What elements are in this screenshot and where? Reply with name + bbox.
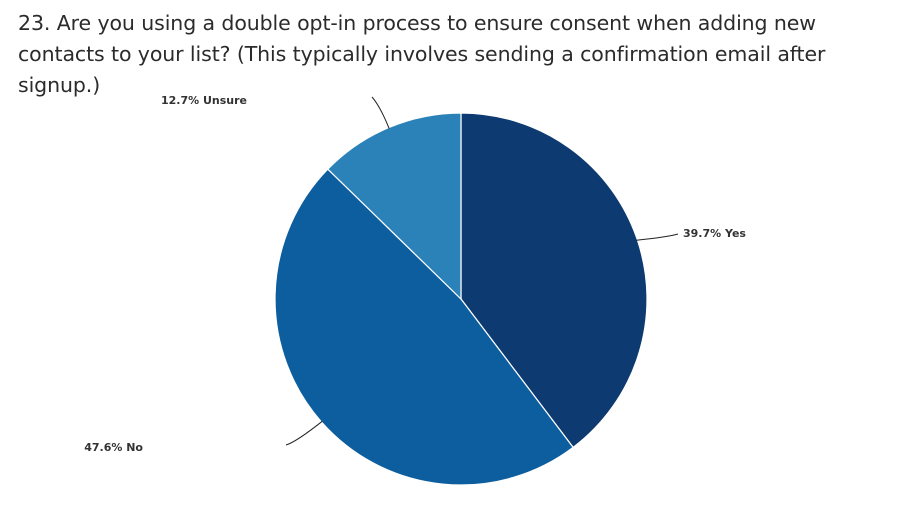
slice-label-no: 47.6% No [84, 441, 143, 454]
leader-line-yes [636, 233, 679, 241]
leader-line-no [285, 420, 323, 446]
slice-label-unsure: 12.7% Unsure [161, 94, 247, 107]
question-title: 23. Are you using a double opt-in proces… [18, 11, 826, 97]
leader-line-unsure [371, 96, 390, 129]
slice-label-yes: 39.7% Yes [683, 227, 746, 240]
